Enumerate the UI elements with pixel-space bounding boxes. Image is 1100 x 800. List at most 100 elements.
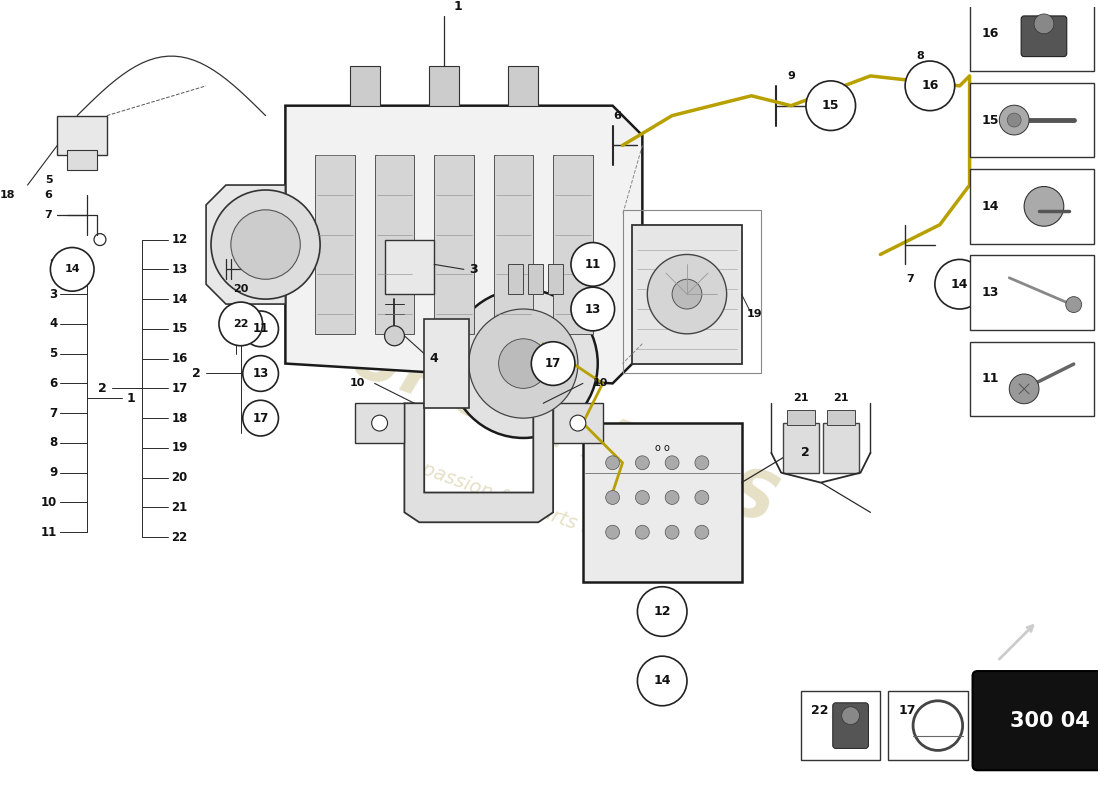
Bar [429,66,459,106]
FancyBboxPatch shape [972,671,1100,770]
Text: 1: 1 [454,0,463,13]
Text: 14: 14 [653,674,671,687]
Circle shape [806,81,856,130]
Text: 16: 16 [981,27,999,40]
Circle shape [637,656,688,706]
Bar [425,319,469,408]
Text: 5: 5 [50,347,57,360]
Text: 7: 7 [50,406,57,420]
Bar [783,423,818,473]
Bar [969,83,1093,158]
Circle shape [647,254,727,334]
Circle shape [243,311,278,346]
Bar [548,264,563,294]
Text: 12: 12 [653,605,671,618]
Text: 2: 2 [801,446,810,459]
Circle shape [243,400,278,436]
Bar [969,342,1093,416]
Text: 300 04: 300 04 [1010,710,1089,730]
Circle shape [570,415,586,431]
Text: 13: 13 [172,263,188,276]
FancyBboxPatch shape [1021,16,1067,57]
Text: 17: 17 [544,357,561,370]
Text: 8: 8 [916,51,924,61]
Text: 2: 2 [98,382,107,395]
Circle shape [636,526,649,539]
Circle shape [1009,374,1040,404]
Bar [823,423,858,473]
Bar [801,691,880,760]
Circle shape [695,456,708,470]
Text: 11: 11 [253,322,268,335]
Text: 2: 2 [192,367,201,380]
Bar [623,210,761,374]
Circle shape [606,490,619,505]
Text: 22: 22 [233,319,249,329]
Circle shape [211,190,320,299]
Text: 21: 21 [172,501,188,514]
Bar [969,0,1093,71]
Text: 21: 21 [793,394,808,403]
Circle shape [243,356,278,391]
Text: 17: 17 [253,412,268,425]
Text: 13: 13 [981,286,999,299]
Text: 8: 8 [50,437,57,450]
Text: 12: 12 [172,233,188,246]
Circle shape [571,242,615,286]
Text: 16: 16 [172,352,188,365]
Text: 14: 14 [981,200,999,213]
Bar [67,150,97,170]
Text: 6: 6 [44,190,53,200]
Text: 2: 2 [50,258,57,271]
Text: a passion for parts since 1988: a passion for parts since 1988 [402,453,685,572]
Circle shape [666,526,679,539]
Circle shape [385,326,405,346]
Bar [508,264,524,294]
Bar [375,155,415,334]
Bar [889,691,968,760]
Circle shape [606,526,619,539]
Bar [315,155,355,334]
Circle shape [666,490,679,505]
Circle shape [1066,297,1081,313]
Text: 9: 9 [50,466,57,479]
Bar [583,423,741,582]
Circle shape [571,287,615,331]
Bar [434,155,474,334]
Text: 4: 4 [429,352,438,365]
Circle shape [606,456,619,470]
Circle shape [219,302,263,346]
Polygon shape [405,403,553,522]
Text: 22: 22 [172,530,188,544]
Text: 6: 6 [614,110,622,121]
Text: 13: 13 [253,367,268,380]
Circle shape [531,342,575,386]
Text: 14: 14 [172,293,188,306]
Text: 9: 9 [788,71,795,81]
Text: 11: 11 [981,373,999,386]
Text: 11: 11 [41,526,57,538]
Circle shape [1024,186,1064,226]
Bar [553,155,593,334]
Text: 11: 11 [585,258,601,271]
Circle shape [695,526,708,539]
Text: 19: 19 [172,442,188,454]
Text: 15: 15 [981,114,999,126]
Circle shape [637,586,688,636]
Polygon shape [285,106,642,383]
Text: 3: 3 [469,263,477,276]
Text: 20: 20 [172,471,188,484]
Circle shape [999,105,1030,135]
Circle shape [935,259,984,309]
Bar [528,264,543,294]
Bar [385,239,435,294]
Text: 13: 13 [585,302,601,315]
Text: 20: 20 [233,284,249,294]
Text: 10: 10 [350,378,365,389]
Text: 22: 22 [811,704,828,718]
Bar [508,66,538,106]
Bar [969,255,1093,330]
Text: 4: 4 [50,318,57,330]
Circle shape [905,61,955,110]
Text: 14: 14 [950,278,968,290]
